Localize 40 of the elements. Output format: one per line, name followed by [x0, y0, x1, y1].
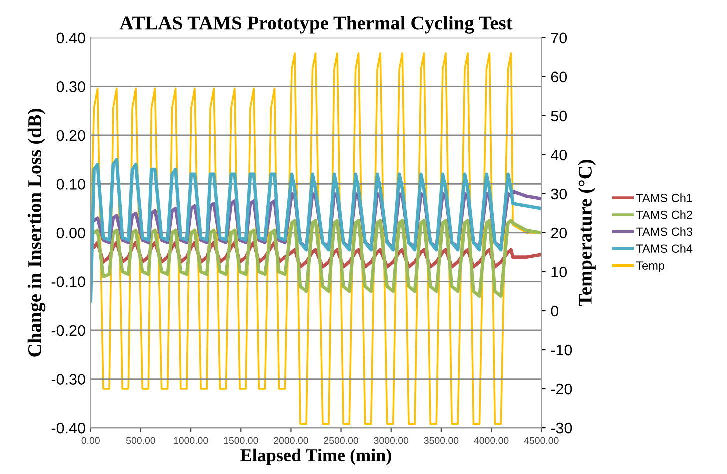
legend-label: TAMS Ch1 — [636, 194, 692, 202]
y2-tick-label: 10 — [552, 266, 568, 278]
y-tick-label: -0.30 — [52, 374, 86, 385]
x-tick-label: 1000.00 — [174, 437, 208, 444]
y-tick-label: 0.20 — [56, 130, 86, 142]
y-tick-label: 0.00 — [56, 228, 86, 239]
y-tick-label: -0.10 — [52, 276, 86, 288]
legend-label: TAMS Ch3 — [636, 227, 693, 236]
y2-tick-label: -20 — [551, 384, 572, 395]
y2-axis-title: Temperature (°C) — [578, 160, 596, 306]
y2-tick-label: -30 — [551, 422, 572, 434]
y2-tick-label: 60 — [551, 72, 568, 83]
legend-label: Temp — [636, 262, 665, 272]
x-tick-label: 500.00 — [126, 437, 156, 444]
y2-tick-label: 0 — [551, 306, 559, 317]
y-tick-label: 0.10 — [56, 179, 86, 190]
y-tick-label: 0.30 — [56, 82, 86, 92]
y2-tick-label: 40 — [550, 150, 568, 161]
x-tick-label: 3000.00 — [374, 437, 409, 444]
x-tick-label: 2500.00 — [324, 437, 358, 444]
x-tick-label: 3500.00 — [424, 437, 459, 444]
y-tick-label: -0.20 — [52, 325, 86, 336]
legend-label: TAMS Ch2 — [636, 210, 692, 220]
y2-tick-label: 70 — [551, 32, 568, 44]
y-tick-label: -0.40 — [52, 422, 86, 434]
x-tick-label: 4000.00 — [474, 437, 509, 444]
y-tick-label: 0.40 — [56, 32, 86, 44]
y2-tick-label: 20 — [551, 228, 568, 239]
y-axis-title: Change in Insertion Loss (dB) — [28, 109, 46, 357]
line-series — [90, 158, 542, 303]
chart-title: ATLAS TAMS Prototype Thermal Cycling Test — [120, 16, 513, 34]
x-axis-title: Elapsed Time (min) — [240, 448, 392, 466]
x-tick-label: 1500.00 — [224, 437, 258, 444]
y2-tick-label: -10 — [551, 344, 572, 356]
y2-tick-label: 50 — [551, 110, 568, 122]
x-tick-label: 4500.00 — [524, 437, 559, 444]
x-tick-label: 2000.00 — [274, 437, 308, 444]
legend-label: TAMS Ch4 — [636, 244, 693, 254]
y2-tick-label: 30 — [551, 188, 568, 200]
x-tick-label: 0.00 — [82, 437, 100, 444]
